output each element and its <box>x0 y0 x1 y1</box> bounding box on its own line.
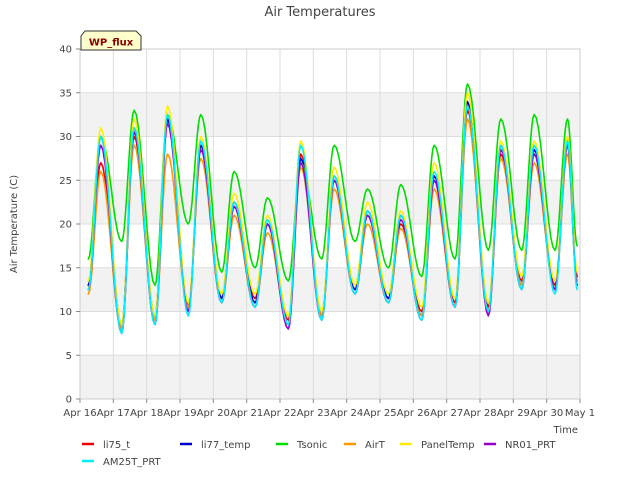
x-tick-label: Apr 17 <box>97 408 130 419</box>
plot-band <box>80 267 580 312</box>
legend-label: PanelTemp <box>421 440 475 451</box>
x-tick-label: Apr 18 <box>130 408 163 419</box>
y-tick-label: 0 <box>66 395 72 406</box>
legend-item: li77_temp <box>180 440 250 451</box>
x-tick-label: Apr 28 <box>463 408 496 419</box>
legend-item: NR01_PRT <box>484 440 556 451</box>
x-tick-label: Apr 16 <box>63 408 96 419</box>
x-tick-label: Apr 29 <box>497 408 530 419</box>
x-axis-ticks: Apr 16 Apr 17 Apr 18 Apr 19 Apr 20 Apr 21 Apr … <box>63 399 595 419</box>
x-tick-label: May 1 <box>565 408 595 419</box>
x-tick-label: Apr 30 <box>530 408 563 419</box>
series-line-paneltemp <box>87 92 579 326</box>
x-tick-label: Apr 25 <box>363 408 396 419</box>
series-lines <box>87 83 579 335</box>
y-tick-label: 10 <box>59 307 72 318</box>
x-tick-label: Apr 26 <box>397 408 430 419</box>
y-tick-label: 20 <box>59 220 72 231</box>
plot-band <box>80 311 580 356</box>
annotation-label: WP_flux <box>89 38 134 49</box>
y-axis-ticks: 0 5 10 15 20 25 30 35 40 <box>59 45 80 406</box>
annotation-box: WP_flux <box>80 30 142 51</box>
series-line-am25t-prt <box>87 105 579 335</box>
y-axis-label: Air Temperature (C) <box>9 175 20 273</box>
plot-band <box>80 92 580 137</box>
y-tick-label: 15 <box>59 263 72 274</box>
x-tick-label: Apr 20 <box>197 408 230 419</box>
legend-label: NR01_PRT <box>505 440 556 451</box>
y-tick-label: 30 <box>59 132 72 143</box>
legend-item: PanelTemp <box>400 440 475 451</box>
legend-item: AirT <box>344 440 386 451</box>
legend-label: AM25T_PRT <box>103 457 162 468</box>
legend-item: AM25T_PRT <box>82 457 162 468</box>
y-tick-label: 25 <box>59 176 72 187</box>
x-tick-label: Apr 19 <box>163 408 196 419</box>
series-line-nr01-prt <box>87 105 579 335</box>
x-tick-label: Apr 24 <box>330 408 363 419</box>
plot-band <box>80 355 580 399</box>
plot-band <box>80 49 580 93</box>
legend-label: li77_temp <box>201 440 250 451</box>
x-tick-label: Apr 27 <box>430 408 463 419</box>
annotation-box-shape <box>80 30 142 51</box>
legend: li75_t li77_temp Tsonic AirT PanelTemp NR01_P… <box>82 440 556 468</box>
legend-item: li75_t <box>82 440 130 451</box>
legend-label: li75_t <box>103 440 130 451</box>
y-tick-label: 40 <box>59 45 72 56</box>
legend-item: Tsonic <box>276 440 327 451</box>
x-tick-label: Apr 22 <box>263 408 296 419</box>
legend-label: Tsonic <box>296 440 327 451</box>
y-tick-label: 35 <box>59 88 72 99</box>
legend-label: AirT <box>365 440 386 451</box>
y-tick-label: 5 <box>66 351 72 362</box>
x-tick-label: Apr 23 <box>297 408 330 419</box>
x-tick-label: Apr 21 <box>230 408 263 419</box>
chart-title: Air Temperatures <box>264 5 375 20</box>
x-axis-label: Time <box>553 425 578 436</box>
series-line-airt <box>87 118 579 330</box>
